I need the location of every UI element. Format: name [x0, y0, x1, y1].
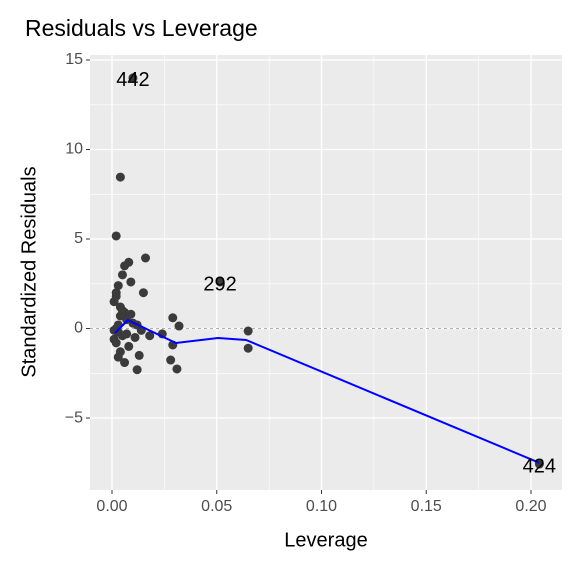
point-label: 424	[523, 455, 556, 477]
point	[141, 253, 151, 263]
point	[166, 355, 176, 365]
point	[117, 306, 127, 316]
x-tick-label: 0.00	[96, 498, 127, 515]
x-tick-label: 0.05	[201, 498, 232, 515]
point	[172, 364, 182, 374]
point	[124, 341, 134, 351]
point	[174, 321, 184, 331]
point-label: 292	[203, 273, 236, 295]
point	[113, 281, 123, 291]
panel	[90, 55, 562, 490]
point	[111, 291, 121, 301]
y-tick-label: −5	[65, 409, 83, 426]
y-tick-label: 10	[65, 141, 83, 158]
chart-title: Residuals vs Leverage	[25, 15, 258, 41]
point	[120, 358, 130, 368]
point-label: 442	[116, 69, 149, 91]
y-axis-title: Standardized Residuals	[18, 166, 40, 377]
point	[130, 332, 140, 342]
y-tick-label: 5	[74, 230, 83, 247]
point	[243, 326, 253, 336]
point	[115, 172, 125, 182]
point	[113, 320, 123, 330]
y-tick-label: 0	[74, 320, 83, 337]
x-tick-label: 0.15	[411, 498, 442, 515]
x-tick-label: 0.10	[306, 498, 337, 515]
point	[215, 277, 225, 287]
smooth-line	[114, 318, 540, 464]
point	[126, 309, 136, 319]
point	[134, 350, 144, 360]
point	[113, 352, 123, 362]
point	[243, 343, 253, 353]
point	[145, 331, 155, 341]
x-tick-label: 0.20	[515, 498, 546, 515]
point	[122, 329, 132, 339]
x-axis-title: Leverage	[284, 529, 367, 551]
point	[111, 338, 121, 348]
point	[124, 257, 134, 267]
point	[126, 277, 136, 287]
y-tick-label: 15	[65, 51, 83, 68]
point	[128, 73, 138, 83]
point	[138, 288, 148, 298]
point	[168, 313, 178, 323]
point	[117, 270, 127, 280]
point	[132, 365, 142, 375]
point	[111, 231, 121, 241]
